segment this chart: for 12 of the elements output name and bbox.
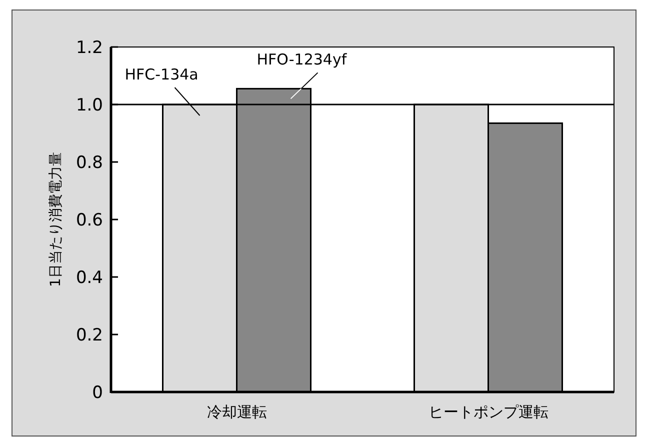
- y-tick-label: 1.2: [76, 38, 103, 58]
- y-tick-label: 1.0: [76, 96, 103, 116]
- y-tick-label: 0.8: [76, 153, 103, 173]
- series-label: HFC-134a: [124, 66, 198, 84]
- x-tick-label: 冷却運転: [206, 403, 267, 421]
- series-label: HFO-1234yf: [256, 50, 348, 69]
- y-axis-title: 1日当たり消費電力量: [48, 152, 64, 287]
- y-tick-label: 0.4: [76, 268, 103, 288]
- y-tick-label: 0.2: [76, 326, 103, 346]
- y-tick-label: 0.6: [76, 210, 103, 230]
- x-tick-label: ヒートポンプ運転: [428, 403, 548, 421]
- y-tick-label: 0: [92, 383, 103, 403]
